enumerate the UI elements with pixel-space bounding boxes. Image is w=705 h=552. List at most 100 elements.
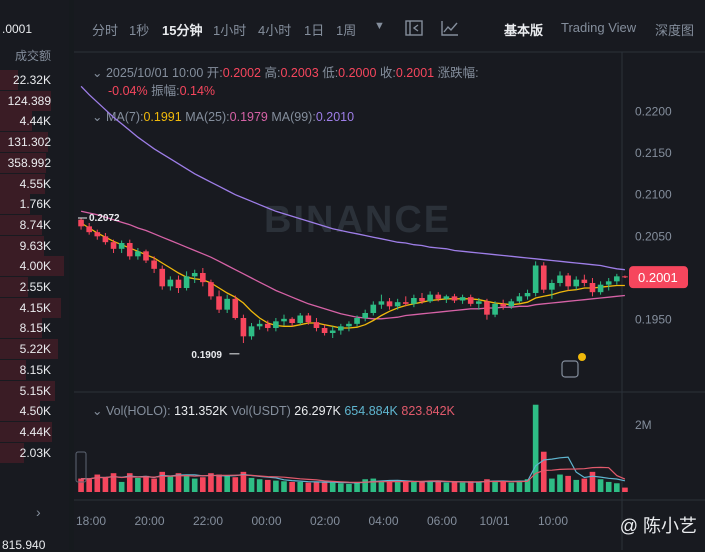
low-annotation: 0.1909 — [191, 350, 222, 361]
column-header-volume: 成交额 — [14, 49, 51, 63]
interval-tab-1w[interactable]: 1周 — [336, 23, 357, 38]
candle-body — [435, 294, 442, 299]
time-tick-label: 06:00 — [427, 514, 457, 528]
volume-bar — [500, 481, 506, 492]
volume-bar — [492, 480, 498, 492]
pair-fragment: .0001 — [2, 22, 33, 36]
candle-body — [248, 326, 255, 337]
collapse-icon: ⌄ — [92, 66, 103, 80]
view-basic[interactable]: 基本版 — [504, 23, 544, 38]
volume-row: 124.389 — [7, 93, 51, 108]
volume-bar — [565, 475, 571, 492]
candle-body — [175, 279, 182, 288]
volume-row: 4.50K — [19, 404, 51, 419]
interval-tab-timeline[interactable]: 分时 — [92, 23, 119, 38]
candle-body — [378, 301, 385, 305]
candle-body — [118, 243, 125, 249]
volume-bar — [297, 481, 304, 492]
volume-ma-line — [81, 456, 626, 484]
candle-body — [370, 304, 377, 313]
volume-bar — [467, 481, 474, 492]
binance-watermark: BINANCE — [264, 199, 451, 241]
chart-style-icon[interactable] — [440, 19, 460, 37]
volume-bar — [549, 478, 555, 492]
candle-body — [557, 275, 563, 283]
volume-bar — [313, 481, 320, 492]
volume-bar — [240, 471, 247, 492]
candle-body — [614, 276, 620, 282]
candle-body — [508, 301, 515, 307]
volume-depth-bar — [0, 277, 28, 297]
volume-bar — [459, 482, 466, 492]
time-tick-label: 00:00 — [252, 514, 282, 528]
volume-bar — [305, 482, 312, 492]
candle-body — [411, 298, 417, 304]
high-value: 0.2003 — [280, 66, 319, 80]
volume-row: 5.15K — [19, 383, 51, 398]
time-tick-label: 10/01 — [480, 514, 510, 528]
calendar-icon — [561, 360, 579, 378]
volume-bar — [484, 479, 490, 492]
volume-bar — [573, 479, 580, 492]
volume-bar — [289, 481, 295, 492]
vol-holo-value: 131.352K — [174, 404, 228, 418]
candle-body — [313, 322, 320, 328]
volume-bar — [135, 477, 141, 492]
open-value: 0.2002 — [222, 66, 261, 80]
volume-row: 8.15K — [19, 321, 51, 336]
volume-depth-bar — [0, 359, 26, 380]
candle-body — [321, 328, 328, 333]
indicators-icon[interactable] — [404, 19, 424, 37]
caret-down-icon[interactable]: ▼ — [374, 20, 385, 32]
volume-bar — [524, 479, 531, 492]
volume-depth-bar — [0, 318, 42, 339]
candle-body — [500, 303, 506, 307]
interval-tab-4h[interactable]: 4小时 — [258, 23, 292, 38]
candle-body — [191, 273, 198, 277]
volume-bar — [338, 483, 344, 492]
volume-bar — [256, 479, 263, 492]
interval-tab-1d[interactable]: 1日 — [304, 23, 325, 38]
volume-bar — [281, 481, 287, 492]
interval-tab-1s[interactable]: 1秒 — [129, 23, 150, 38]
volume-row: 358.992 — [7, 155, 51, 170]
ma7-line — [80, 222, 625, 329]
candle-body — [573, 279, 580, 287]
volume-bar — [581, 478, 588, 492]
scroll-handle — [75, 451, 87, 483]
price-tick-label: 0.1950 — [635, 313, 672, 327]
volume-bar — [394, 481, 401, 492]
view-tradingview[interactable]: Trading View — [561, 20, 637, 35]
volume-bar — [532, 404, 539, 492]
price-tick-label: 0.2100 — [635, 188, 672, 202]
volume-depth-bar — [0, 70, 18, 90]
candle-body — [419, 298, 425, 302]
volume-bar — [151, 478, 157, 492]
candle-body — [565, 275, 571, 287]
candle-body — [102, 236, 109, 243]
candle-body — [451, 296, 458, 301]
volume-bar — [118, 481, 125, 492]
volume-bar — [264, 479, 271, 492]
candle-body — [581, 279, 588, 283]
interval-tab-1h[interactable]: 1小时 — [213, 23, 247, 38]
candle-datetime: 2025/10/01 10:00 — [105, 66, 204, 80]
volume-row: 8.15K — [19, 362, 51, 377]
volume-depth-bar — [0, 152, 46, 173]
volume-bar — [614, 483, 620, 492]
volume-row: 1.76K — [19, 197, 51, 212]
chevron-right-icon[interactable]: › — [36, 504, 41, 520]
volume-bar — [378, 480, 385, 492]
volume-bar — [208, 473, 214, 492]
interval-tab-15m[interactable]: 15分钟 — [162, 23, 203, 38]
candle-body — [394, 302, 401, 307]
volume-bar — [94, 474, 101, 492]
volume-row: 4.00K — [19, 259, 51, 274]
candle-body — [589, 283, 596, 293]
volume-bar — [622, 487, 628, 492]
view-depth[interactable]: 深度图 — [655, 23, 695, 38]
candle-body — [484, 301, 490, 315]
time-tick-label: 04:00 — [369, 514, 399, 528]
time-tick-label: 20:00 — [135, 514, 165, 528]
volume-ma-line — [81, 466, 626, 484]
